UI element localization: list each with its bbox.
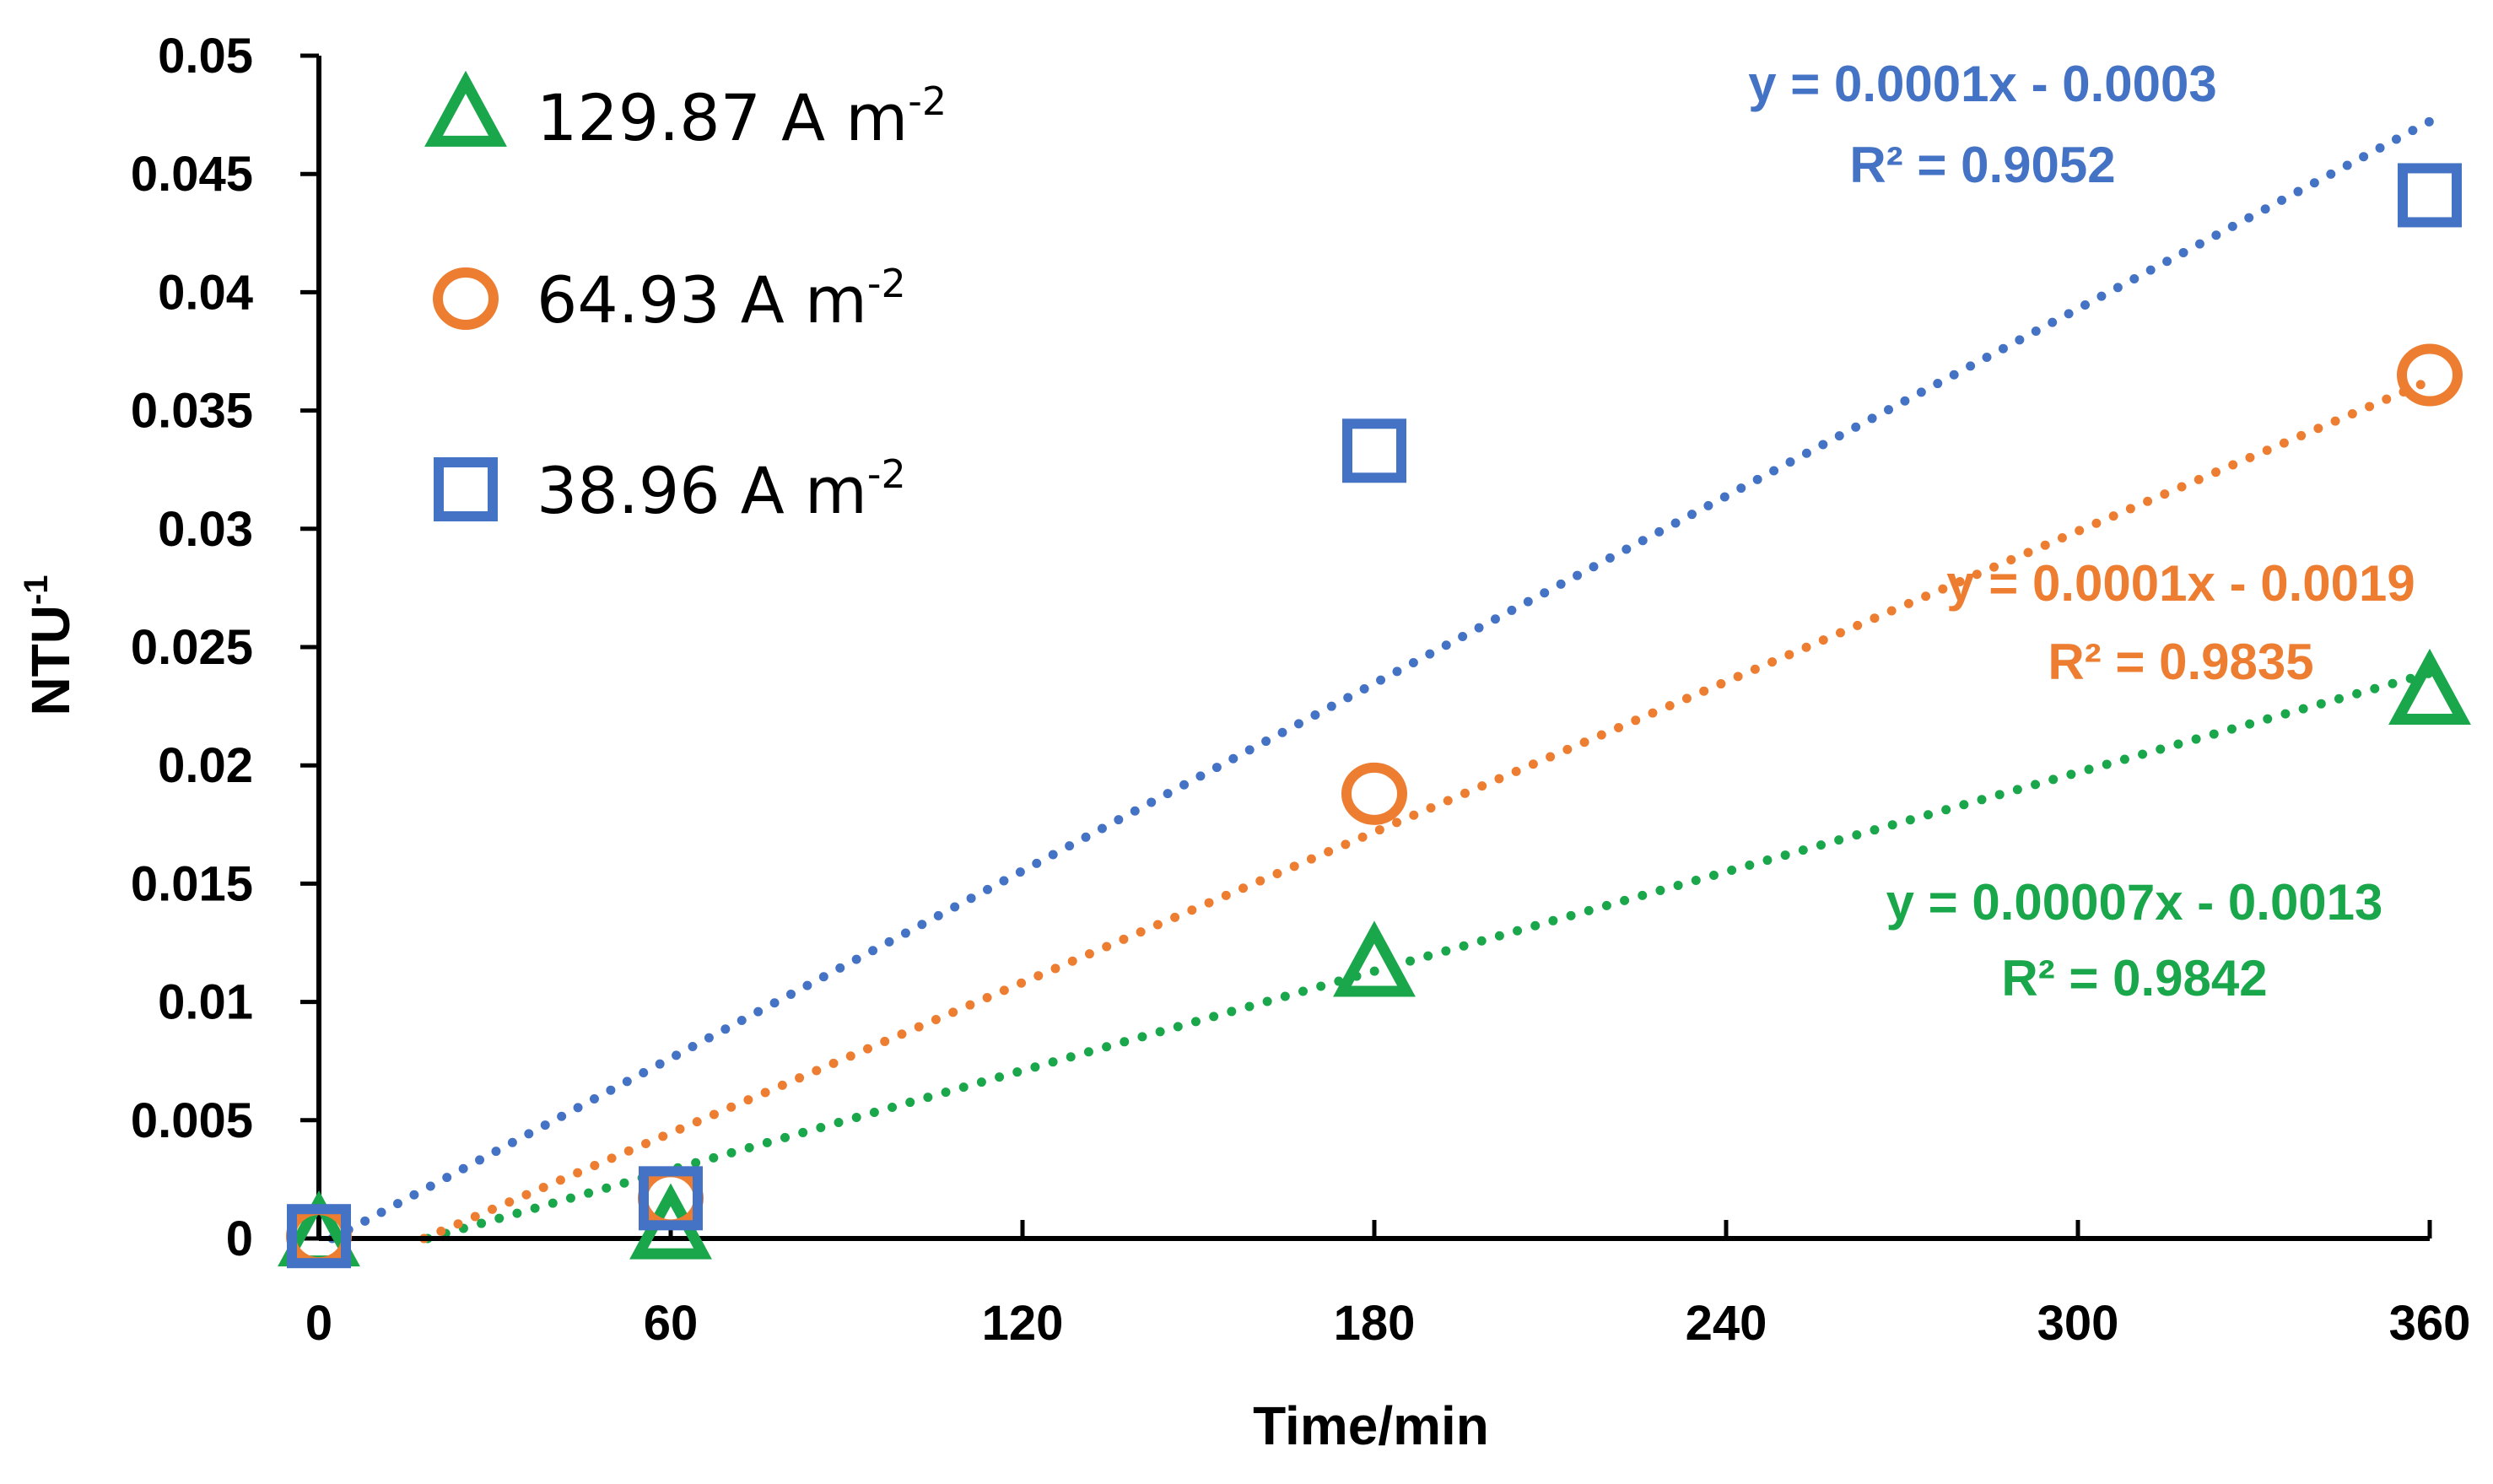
legend-label-text: 129.87 A m	[537, 80, 908, 155]
data-point-square	[287, 1204, 351, 1269]
y-tick-label: 0.045	[131, 147, 253, 202]
data-point-square	[1342, 418, 1406, 483]
data-point-square	[639, 1166, 703, 1231]
legend-label-sup: -2	[908, 78, 947, 124]
legend-label-sup: -2	[867, 451, 906, 497]
legend: 129.87 A m-264.93 A m-238.96 A m-2	[424, 70, 947, 528]
trendline-r2: R² = 0.9842	[2001, 950, 2267, 1006]
legend-label-text: 64.93 A m	[537, 262, 867, 337]
y-axis-title-sup: -1	[18, 575, 55, 605]
legend-marker-circle	[433, 267, 499, 330]
y-tick-label: 0.02	[158, 738, 253, 793]
trendline-triangle	[423, 668, 2435, 1244]
legend-marker-square	[434, 457, 498, 521]
y-tick-label: 0.025	[131, 620, 253, 675]
data-markers	[278, 163, 2471, 1269]
legend-label: 129.87 A m-2	[537, 78, 947, 155]
trendline-equation: y = 0.00007x - 0.0013	[1886, 874, 2383, 931]
trendline-square	[327, 116, 2435, 1244]
data-point-square	[2398, 163, 2462, 228]
y-tick-label: 0.015	[131, 856, 253, 911]
legend-label-text: 38.96 A m	[537, 453, 867, 528]
x-tick-label: 60	[644, 1296, 699, 1351]
x-tick-label: 300	[2037, 1296, 2119, 1351]
legend-label: 64.93 A m-2	[537, 261, 906, 337]
data-point-triangle	[1333, 920, 1416, 997]
y-axis-title: NTU-1	[18, 575, 81, 715]
y-axis-ticks: 0 0.005 0.01 0.015 0.02 0.025 0.03 0.035 0.04 0.0…	[131, 29, 319, 1266]
data-point-triangle	[2388, 648, 2471, 725]
x-tick-label: 0	[305, 1296, 332, 1351]
trendline-circle	[419, 375, 2435, 1244]
legend-marker-triangle	[424, 70, 507, 147]
x-axis-ticks: 0 60 120 180 240 300 360	[305, 1220, 2471, 1351]
y-tick-label: 0	[226, 1211, 253, 1266]
x-tick-label: 240	[1686, 1296, 1767, 1351]
trendline-equation: y = 0.0001x - 0.0003	[1748, 56, 2216, 112]
trendline-r2: R² = 0.9835	[2048, 634, 2313, 690]
data-point-circle	[2397, 343, 2463, 407]
y-axis-title-main: NTU	[20, 605, 81, 716]
x-tick-label: 180	[1334, 1296, 1416, 1351]
legend-label: 38.96 A m-2	[537, 451, 906, 528]
x-tick-label: 120	[982, 1296, 1064, 1351]
trendline-equations: y = 0.00007x - 0.0013 R² = 0.9842 y = 0.00…	[1748, 56, 2415, 1006]
legend-label-sup: -2	[867, 261, 906, 306]
x-axis-title: Time/min	[1253, 1395, 1489, 1456]
y-tick-label: 0.04	[158, 265, 253, 320]
y-tick-label: 0.03	[158, 502, 253, 557]
data-point-circle	[1341, 762, 1407, 825]
x-tick-label: 360	[2389, 1296, 2471, 1351]
y-tick-label: 0.005	[131, 1093, 253, 1148]
trendlines	[327, 116, 2435, 1244]
trendline-r2: R² = 0.9052	[1849, 137, 2115, 193]
y-tick-label: 0.035	[131, 384, 253, 439]
y-tick-label: 0.05	[158, 29, 253, 84]
y-tick-label: 0.01	[158, 975, 253, 1030]
trendline-equation: y = 0.0001x - 0.0019	[1946, 555, 2415, 612]
